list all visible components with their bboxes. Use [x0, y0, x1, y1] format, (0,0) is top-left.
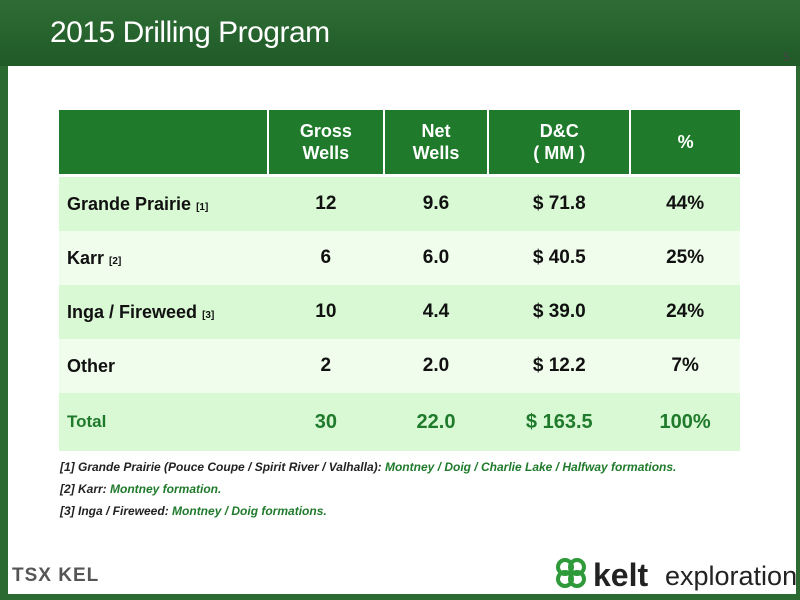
cell-net: 2.0 [383, 339, 489, 393]
footnote-prefix: [3] Inga / Fireweed: [60, 504, 173, 518]
footnotes: [1] Grande Prairie (Pouce Coupe / Spirit… [60, 460, 676, 526]
footnote-prefix: [1] Grande Prairie (Pouce Coupe / Spirit… [60, 460, 385, 474]
cell-dc: $ 40.5 [488, 231, 631, 285]
row-ref: [1] [196, 201, 209, 213]
row-label-text: Grande Prairie [67, 193, 192, 214]
footnote-detail: Montney / Doig / Charlie Lake / Halfway … [384, 460, 677, 474]
header-dc: D&C ( MM ) [488, 110, 632, 177]
footnote: [2] Karr: Montney formation. [60, 482, 676, 496]
slide-header: 2015 Drilling Program [0, 0, 800, 66]
cell-pct: 25% [630, 231, 740, 285]
row-label: Karr [2] [59, 231, 268, 285]
cell-dc: $ 39.0 [488, 285, 631, 339]
frame-left-border [0, 66, 8, 600]
cell-pct: 7% [630, 339, 740, 393]
cell-pct: 24% [630, 285, 740, 339]
cell-dc: $ 12.2 [488, 339, 631, 393]
header-gross-wells-label: Gross Wells [299, 121, 352, 163]
kelt-logo: kelt exploration [553, 555, 797, 595]
cell-gross: 6 [268, 231, 384, 285]
cell-net: 9.6 [383, 175, 489, 231]
header-gross-wells: Gross Wells [268, 110, 385, 177]
frame-right-border [796, 66, 800, 600]
table-total-row: Total 30 22.0 $ 163.5 100% [59, 393, 740, 451]
table-header-row: Gross Wells Net Wells D&C ( MM ) % [59, 110, 740, 177]
tsx-ticker-logo: TSX KEL [12, 565, 100, 586]
table-row: Inga / Fireweed [3] 10 4.4 $ 39.0 24% [59, 285, 740, 339]
cell-gross: 2 [268, 339, 384, 393]
footnote-detail: Montney formation. [110, 482, 222, 496]
row-label: Other [59, 339, 268, 393]
cell-net: 6.0 [383, 231, 489, 285]
footnote: [1] Grande Prairie (Pouce Coupe / Spirit… [60, 460, 676, 474]
cell-gross: 10 [268, 285, 384, 339]
slide-title: 2015 Drilling Program [50, 16, 330, 49]
total-dc: $ 163.5 [488, 393, 631, 451]
cell-net: 4.4 [383, 285, 489, 339]
header-pct: % [630, 110, 740, 177]
total-gross: 30 [268, 393, 384, 451]
cell-gross: 12 [268, 175, 384, 231]
footnote: [3] Inga / Fireweed: Montney / Doig form… [60, 504, 676, 518]
header-pct-label: % [677, 132, 694, 152]
total-net: 22.0 [383, 393, 489, 451]
page-number: 5 [783, 50, 790, 64]
row-label: Grande Prairie [1] [59, 175, 268, 231]
footnote-detail: Montney / Doig formations. [172, 504, 327, 518]
cell-dc: $ 71.8 [488, 175, 631, 231]
header-blank [59, 110, 269, 177]
total-pct: 100% [630, 393, 740, 451]
header-dc-label: D&C ( MM ) [533, 121, 586, 163]
footnote-prefix: [2] Karr: [60, 482, 111, 496]
total-label: Total [59, 393, 268, 451]
drilling-program-table: Gross Wells Net Wells D&C ( MM ) % Grand… [59, 110, 740, 451]
table-row: Other 2 2.0 $ 12.2 7% [59, 339, 740, 393]
row-label-text: Other [67, 355, 116, 376]
row-label-text: Karr [67, 247, 105, 268]
row-label-text: Inga / Fireweed [67, 301, 198, 322]
header-net-wells: Net Wells [383, 110, 490, 177]
cell-pct: 44% [630, 175, 740, 231]
celtic-knot-icon [556, 558, 586, 588]
company-sub: exploration [665, 561, 798, 591]
table-row: Grande Prairie [1] 12 9.6 $ 71.8 44% [59, 175, 740, 231]
row-ref: [3] [202, 309, 215, 321]
frame-bottom-border [0, 594, 800, 600]
header-net-wells-label: Net Wells [412, 121, 460, 163]
company-name: kelt [593, 557, 649, 593]
row-label: Inga / Fireweed [3] [59, 285, 268, 339]
row-ref: [2] [109, 255, 122, 267]
table-row: Karr [2] 6 6.0 $ 40.5 25% [59, 231, 740, 285]
